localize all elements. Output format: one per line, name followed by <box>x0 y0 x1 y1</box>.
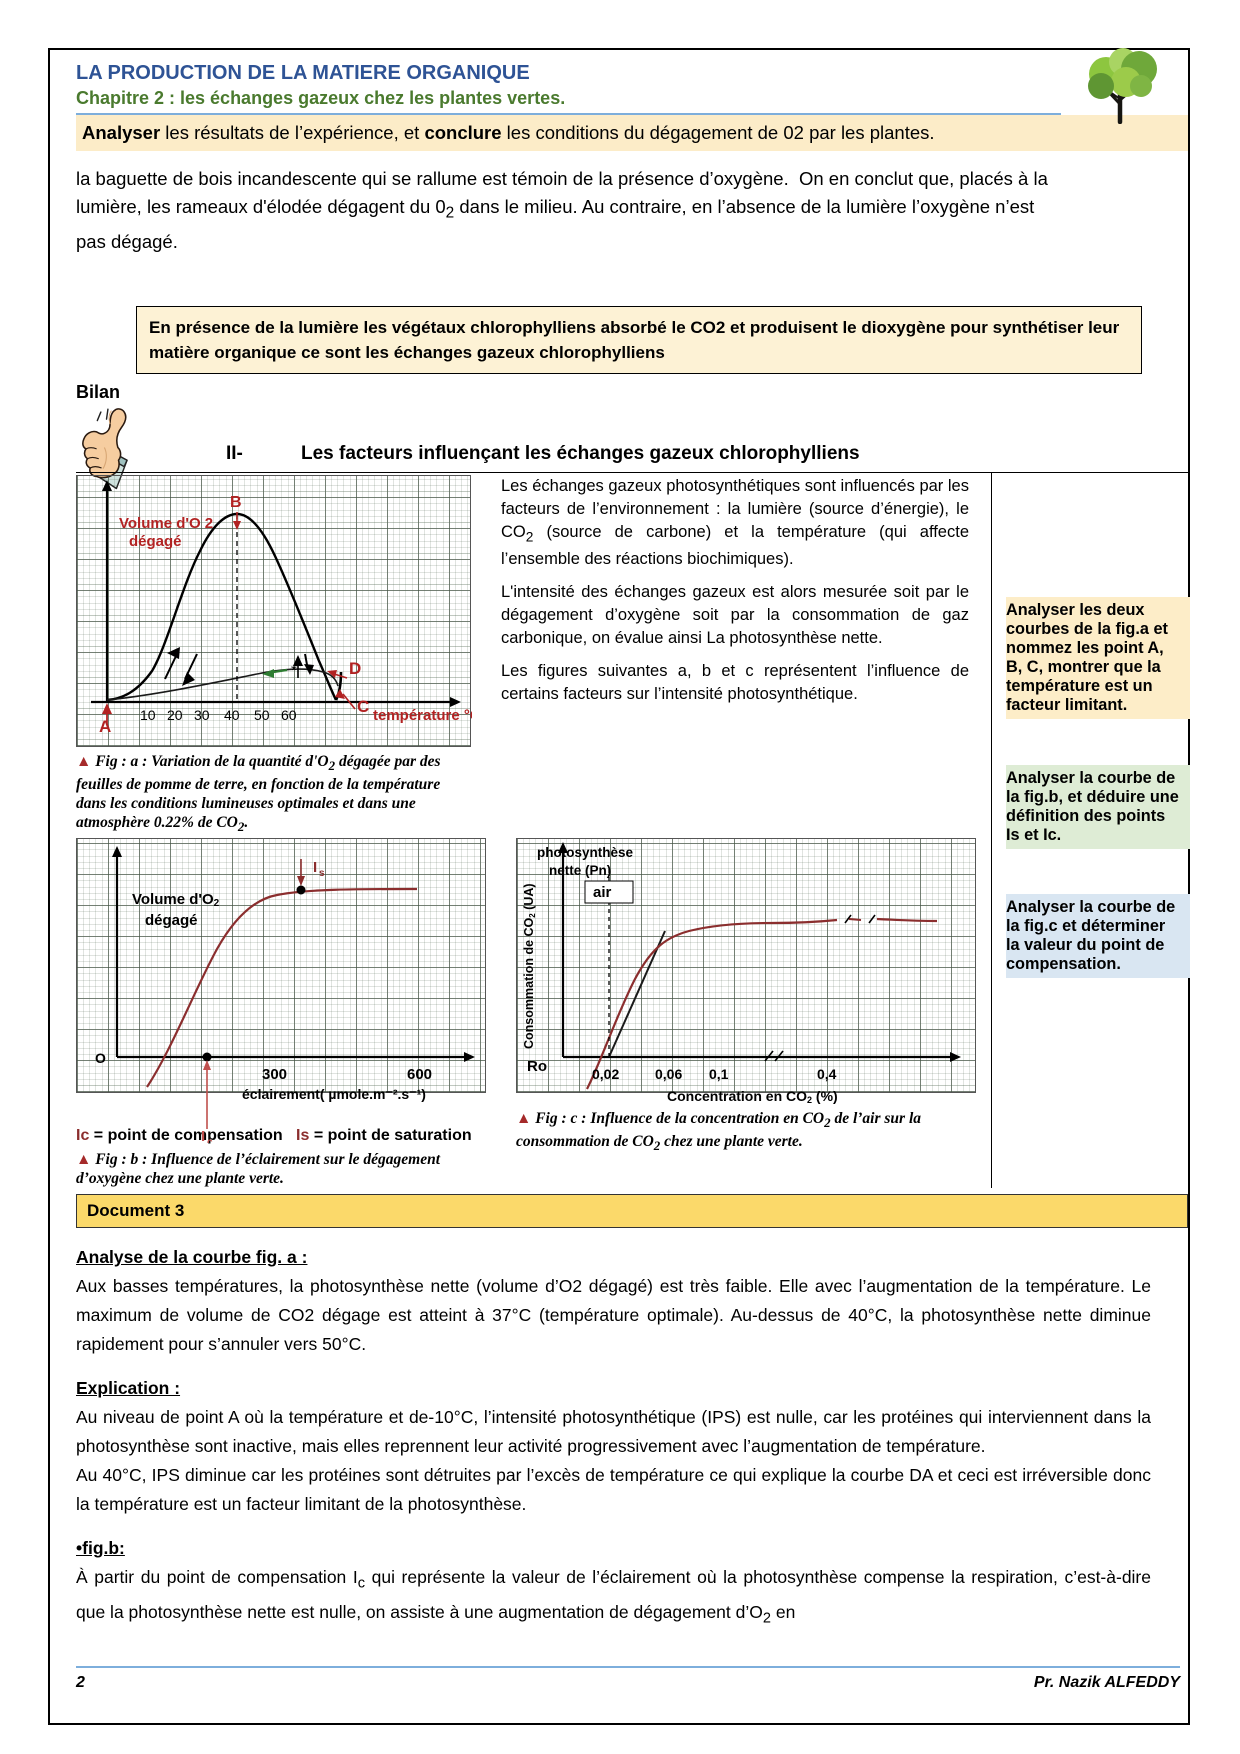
svg-text:0,4: 0,4 <box>817 1066 837 1082</box>
svg-text:I: I <box>313 859 317 876</box>
svg-text:B: B <box>230 494 242 511</box>
svg-text:O: O <box>95 1050 106 1066</box>
svg-text:0,1: 0,1 <box>709 1066 729 1082</box>
svg-text:60: 60 <box>281 707 297 723</box>
svg-text:éclairement( µmole.m⁻².s⁻¹): éclairement( µmole.m⁻².s⁻¹) <box>242 1086 426 1102</box>
svg-text:A: A <box>99 717 111 736</box>
svg-text:I: I <box>201 1128 205 1143</box>
svg-text:s: s <box>319 868 325 879</box>
svg-text:Volume d'O2: Volume d'O2 <box>132 891 220 909</box>
svg-text:Consommation de CO2 (UA): Consommation de CO2 (UA) <box>522 883 537 1049</box>
svg-text:air: air <box>593 884 612 901</box>
svg-text:300: 300 <box>262 1066 287 1083</box>
svg-text:température °C: température °C <box>373 707 472 724</box>
svg-text:10: 10 <box>140 707 156 723</box>
svg-text:D: D <box>349 659 361 678</box>
svg-text:dégagé: dégagé <box>145 912 198 929</box>
svg-text:dégagé: dégagé <box>129 533 182 550</box>
svg-text:0,02: 0,02 <box>592 1066 619 1082</box>
svg-text:photosynthèse: photosynthèse <box>537 845 634 860</box>
svg-text:Concentration en CO2 (%): Concentration en CO2 (%) <box>667 1088 838 1105</box>
svg-text:Ro: Ro <box>527 1058 547 1075</box>
svg-text:C: C <box>357 697 369 716</box>
svg-text:nette (Pn): nette (Pn) <box>549 863 611 878</box>
svg-text:50: 50 <box>254 707 270 723</box>
svg-text:c: c <box>207 1137 213 1143</box>
svg-text:600: 600 <box>407 1066 432 1083</box>
svg-text:30: 30 <box>194 707 210 723</box>
svg-text:20: 20 <box>167 707 183 723</box>
svg-text:*: * <box>291 662 297 679</box>
svg-text:40: 40 <box>224 707 240 723</box>
svg-text:Volume d'O 2: Volume d'O 2 <box>119 515 213 532</box>
svg-text:0,06: 0,06 <box>655 1066 682 1082</box>
